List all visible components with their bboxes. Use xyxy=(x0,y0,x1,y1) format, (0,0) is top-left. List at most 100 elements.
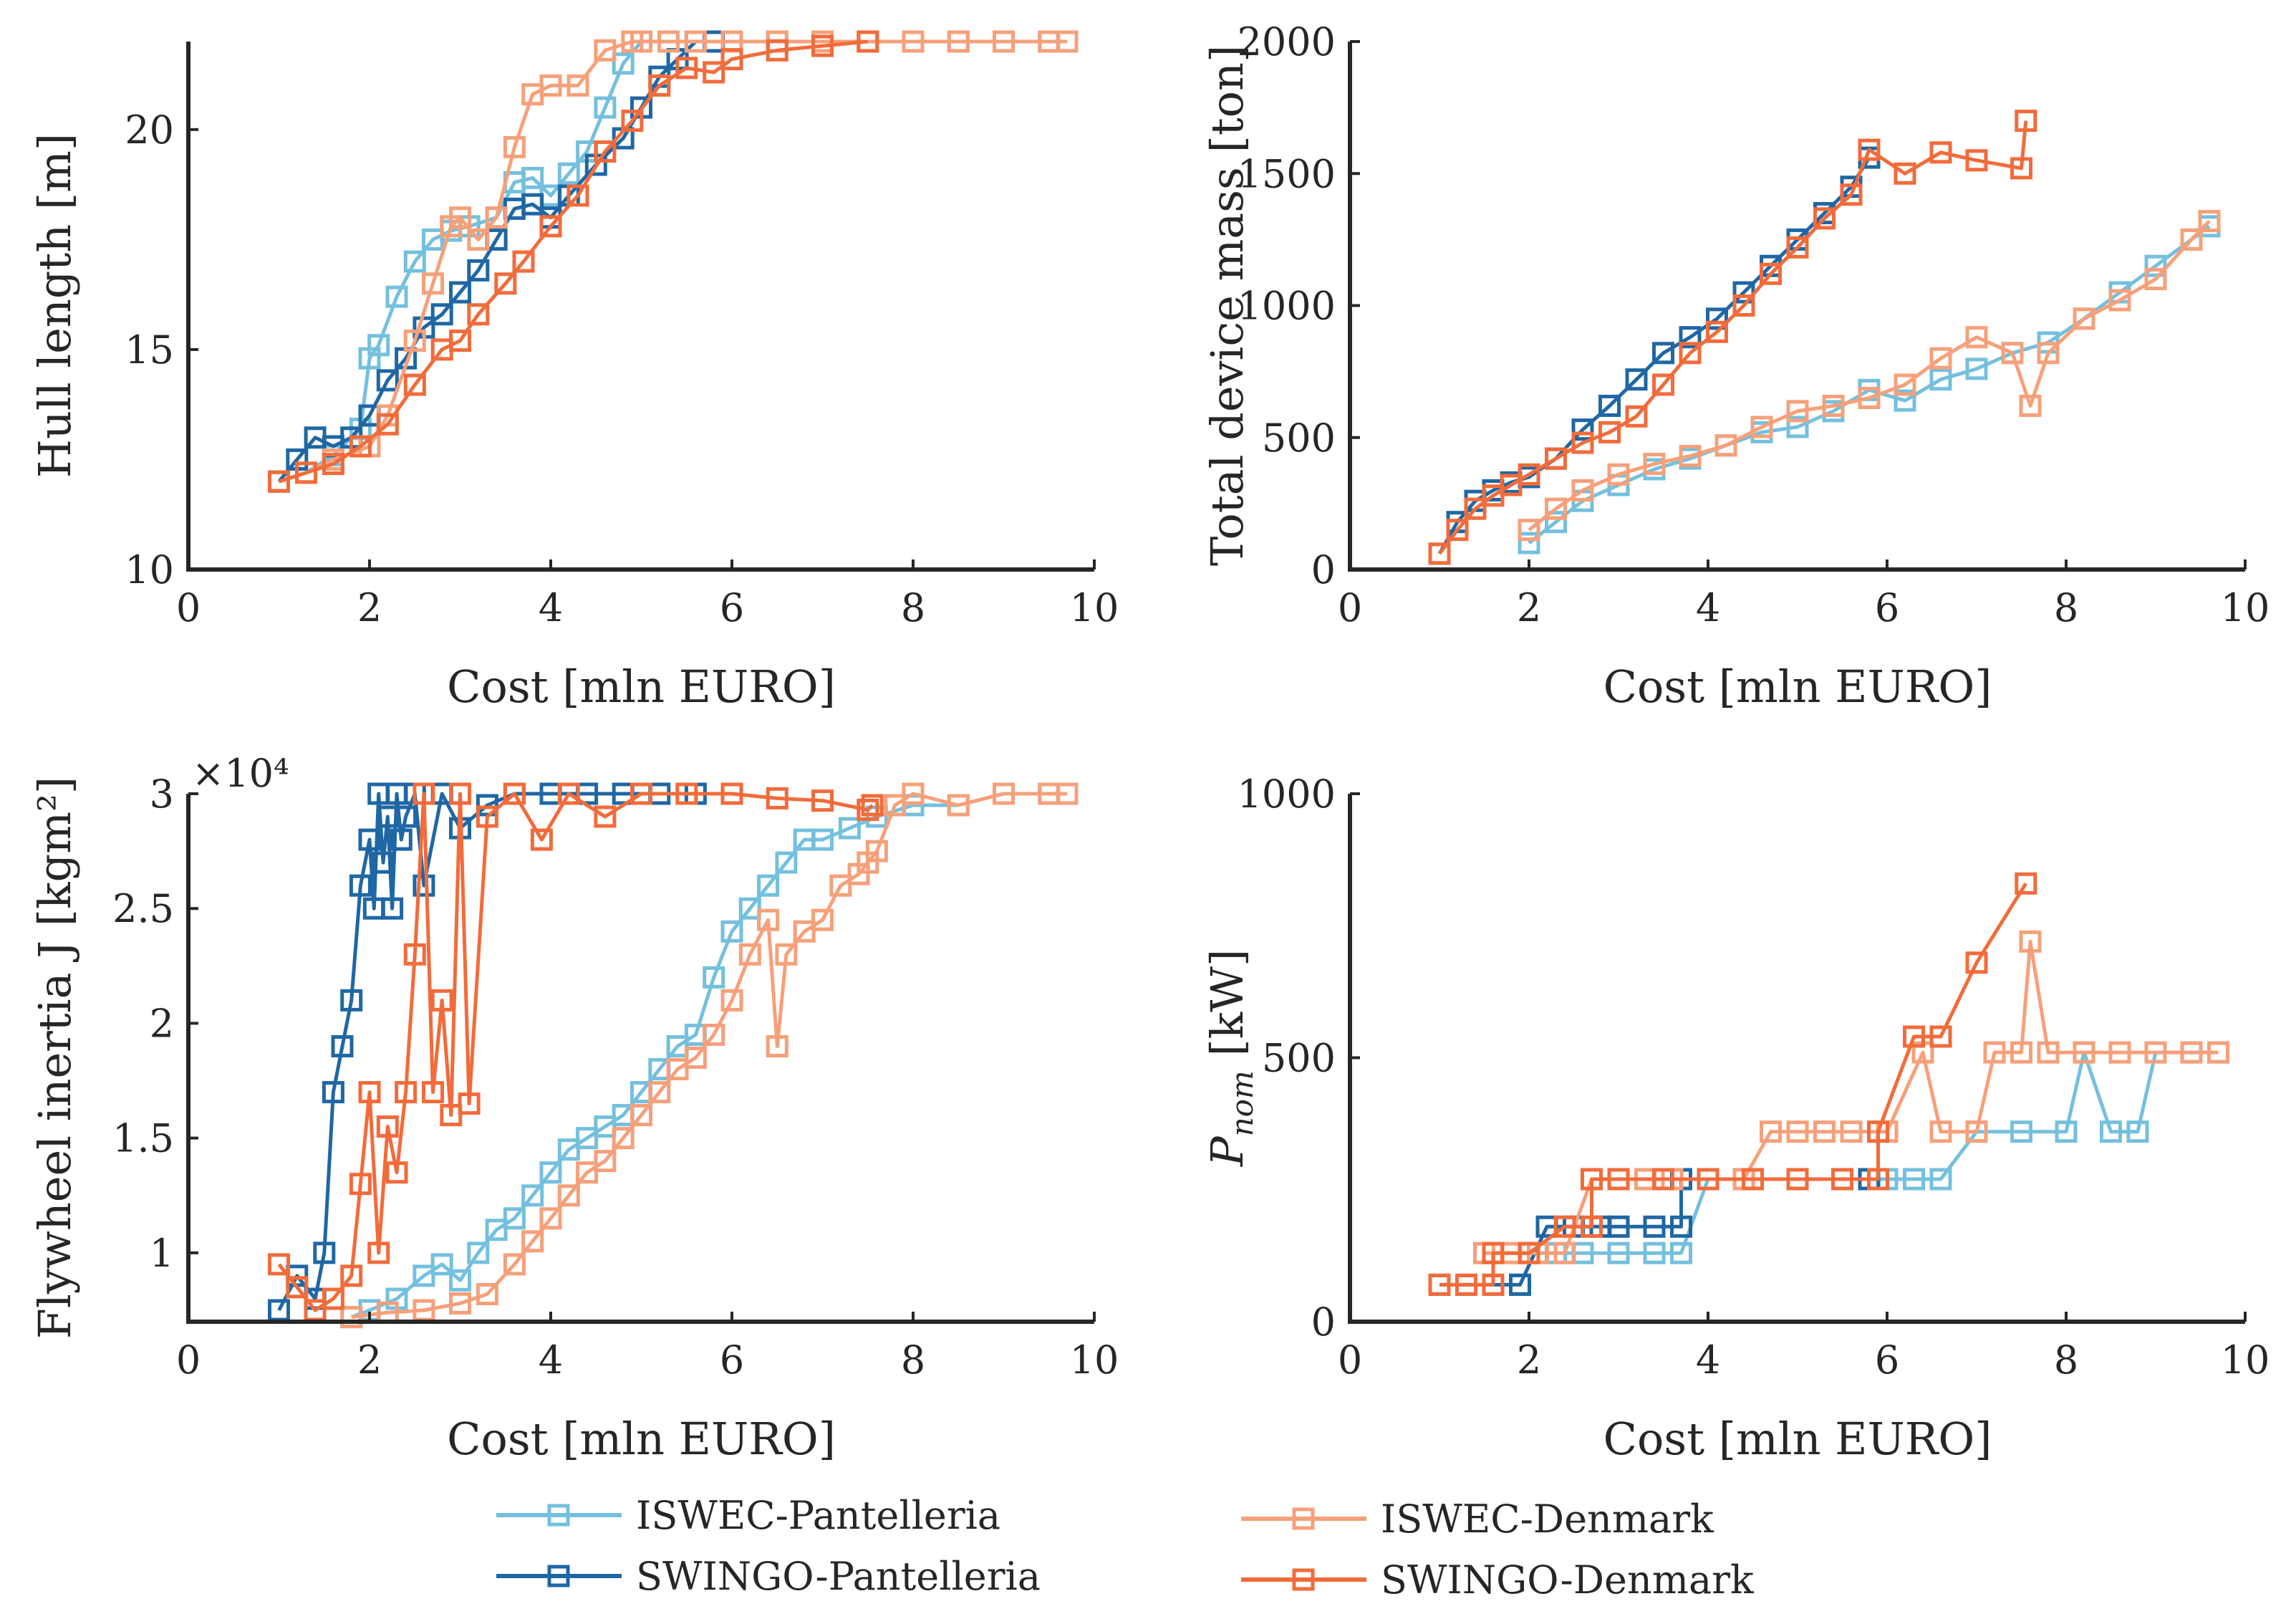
data-point xyxy=(1518,532,1540,554)
x-tick-label: 8 xyxy=(901,1337,925,1383)
data-point xyxy=(1571,431,1594,454)
y-axis-label: Total device mass [ton] xyxy=(1201,45,1253,566)
data-point xyxy=(340,1264,363,1287)
data-point xyxy=(1652,1168,1674,1191)
data-point xyxy=(530,828,553,851)
data-point xyxy=(449,206,471,229)
data-point xyxy=(2144,254,2167,277)
data-point xyxy=(811,908,834,931)
data-point xyxy=(440,1104,463,1127)
data-point xyxy=(430,303,453,326)
data-point xyxy=(1607,1241,1630,1264)
x-tick-label: 10 xyxy=(2221,585,2270,630)
x-tick-label: 6 xyxy=(720,585,744,630)
x-axis-label: Cost [mln EURO] xyxy=(447,660,836,713)
data-point xyxy=(857,798,879,821)
data-point xyxy=(1840,1120,1863,1143)
data-point xyxy=(1625,368,1648,391)
y-tick-label: 10 xyxy=(125,547,174,592)
data-point xyxy=(1652,373,1674,396)
data-point xyxy=(1464,497,1487,520)
data-point xyxy=(1643,1215,1666,1238)
data-point xyxy=(2207,1041,2229,1064)
data-point xyxy=(331,1035,354,1057)
legend-marker xyxy=(547,1504,570,1527)
data-point xyxy=(621,110,644,133)
legend-item-iswec-pantelleria: ISWEC-Pantelleria xyxy=(496,1493,1000,1538)
data-point xyxy=(503,1253,526,1276)
data-point xyxy=(2180,228,2203,251)
x-axis-label: Cost [mln EURO] xyxy=(1603,660,1992,713)
data-point xyxy=(430,989,453,1012)
data-point xyxy=(539,1207,562,1230)
data-point xyxy=(612,1127,635,1150)
data-point xyxy=(1786,236,1809,259)
data-point xyxy=(630,782,652,805)
data-point xyxy=(1482,1273,1505,1296)
data-point xyxy=(1858,138,1881,161)
legend-item-iswec-denmark: ISWEC-Denmark xyxy=(1241,1497,1714,1542)
series-line-iswec-denmark xyxy=(351,792,1067,1320)
data-point xyxy=(467,1241,490,1264)
data-point xyxy=(485,206,508,229)
data-point xyxy=(648,74,671,97)
legend-marker xyxy=(547,1565,570,1587)
data-point xyxy=(576,1127,599,1150)
x-tick-label: 2 xyxy=(1517,1337,1541,1383)
data-point xyxy=(738,943,761,966)
data-point xyxy=(557,1184,580,1207)
data-point xyxy=(1428,1273,1451,1296)
x-tick-label: 8 xyxy=(2054,585,2078,630)
data-point xyxy=(703,966,725,989)
legend: ISWEC-Pantelleria SWINGO-Pantelleria ISWEC… xyxy=(496,1493,1755,1603)
data-point xyxy=(1643,1241,1666,1264)
x-tick-label: 4 xyxy=(1696,585,1720,630)
series-line-swingo-pantelleria xyxy=(277,792,696,1312)
data-point xyxy=(1706,307,1728,330)
x-axis-label: Cost [mln EURO] xyxy=(1603,1413,1992,1465)
data-point xyxy=(2100,1120,2122,1143)
nominal-power-panel: 0 2 4 6 8 10 0 500 1000 Cost [mln EURO] Pnom [kW] xyxy=(1201,772,2270,1465)
data-point xyxy=(381,897,404,920)
data-point xyxy=(390,828,413,851)
series-line-swingo-pantelleria xyxy=(277,39,714,483)
data-point xyxy=(1670,1241,1692,1264)
data-point xyxy=(1714,434,1737,457)
data-point xyxy=(738,897,761,920)
data-point xyxy=(467,228,490,251)
data-point xyxy=(766,1035,788,1057)
data-point xyxy=(1760,262,1782,285)
data-point xyxy=(539,1161,562,1184)
data-point xyxy=(566,74,589,97)
y-tick-label: 500 xyxy=(1262,1036,1336,1081)
x-tick-label: 8 xyxy=(901,585,925,630)
data-point xyxy=(720,920,743,943)
data-point xyxy=(1598,395,1621,417)
data-point xyxy=(2055,1120,2078,1143)
data-point xyxy=(993,782,1015,805)
data-point xyxy=(557,162,580,185)
data-point xyxy=(1643,453,1666,476)
data-point xyxy=(286,1276,309,1299)
data-point xyxy=(485,1219,508,1241)
data-point xyxy=(467,303,490,326)
data-point xyxy=(2037,342,2060,365)
flywheel-inertia-panel: 0 2 4 6 8 10 1 1.5 2 2.5 3 ×10⁴ Cost [mln EURO] Flywh… xyxy=(29,751,1119,1465)
data-point xyxy=(1786,1168,1809,1191)
x-tick-label: 4 xyxy=(1696,1337,1720,1383)
data-point xyxy=(557,1138,580,1161)
data-point xyxy=(703,61,725,84)
x-tick-label: 6 xyxy=(1875,585,1899,630)
data-point xyxy=(422,272,444,295)
data-point xyxy=(1965,149,1988,172)
x-tick-label: 2 xyxy=(357,1337,382,1383)
data-point xyxy=(1813,207,1836,230)
data-point xyxy=(1822,395,1845,417)
data-point xyxy=(503,135,526,158)
data-point xyxy=(576,1161,599,1184)
data-point xyxy=(503,782,526,805)
data-point xyxy=(403,330,426,352)
data-point xyxy=(566,184,589,207)
data-point xyxy=(902,30,925,53)
